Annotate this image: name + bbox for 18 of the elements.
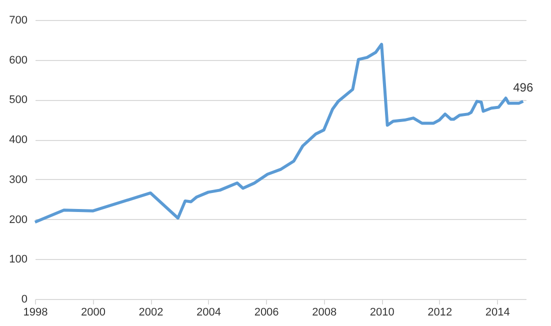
x-tick-label: 2004: [196, 306, 222, 318]
y-tick-label: 100: [9, 254, 28, 266]
y-tick-label: 300: [9, 174, 28, 186]
x-tick-label: 2006: [254, 306, 279, 318]
x-tick-label: 1998: [23, 306, 48, 318]
y-tick-label: 500: [9, 94, 28, 106]
x-tick-label: 2000: [81, 306, 106, 318]
y-tick-label: 400: [9, 134, 28, 146]
y-tick-label: 600: [9, 54, 28, 66]
x-tick-label: 2008: [312, 306, 337, 318]
y-tick-label: 200: [9, 214, 28, 226]
x-tick-label: 2002: [138, 306, 164, 318]
x-tick-label: 2010: [370, 306, 394, 318]
annotation: 496: [513, 80, 534, 94]
x-tick-label: 2014: [485, 306, 510, 318]
x-tick-label: 2012: [428, 306, 452, 318]
y-tick-label: 700: [9, 14, 28, 26]
y-tick-label: 0: [21, 294, 28, 306]
